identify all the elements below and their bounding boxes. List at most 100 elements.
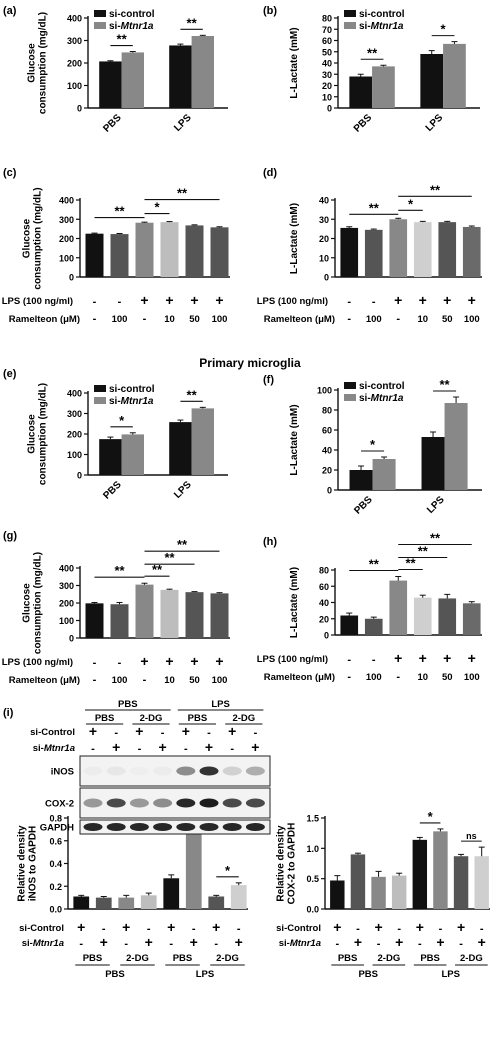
panel-i-1-subgroup-label: PBS (83, 953, 103, 964)
panel-h-ytick-label: 20 (319, 614, 329, 624)
panel-i-1-control-sign: + (122, 919, 130, 935)
wb-band (129, 823, 149, 831)
panel-i-1-mtnr1a-sign: - (124, 938, 128, 950)
panel-g-ytick-label: 200 (59, 599, 74, 609)
wb-control-sign: + (89, 723, 97, 739)
wb-band (199, 766, 219, 776)
panel-d-lps-value: - (372, 296, 376, 308)
panel-i-1-group-label: LPS (196, 969, 214, 980)
panel-g-bar (135, 584, 154, 638)
wb-subgroup-label: PBS (95, 713, 115, 724)
panel-d-sig-label: * (408, 196, 414, 211)
panel-e-bar (191, 408, 214, 475)
panel-i-2-bar (474, 856, 489, 909)
wb-group-label: LPS (211, 699, 229, 710)
panel-g-ramelteon-value: 10 (164, 675, 175, 686)
wb-band (153, 823, 173, 831)
panel-b-ytick-label: 10 (322, 92, 332, 102)
panel-f-ytick-label: 80 (322, 406, 332, 416)
panel-g-bar (160, 589, 179, 638)
panel-f-xtick-label: LPS (425, 494, 447, 516)
panel-c-bar (160, 222, 179, 277)
panel-i-2-bar (371, 876, 386, 909)
wb-mtnr1a-sign: - (91, 743, 95, 755)
wb-mtnr1a-sign: - (138, 743, 142, 755)
panel-e-bar (99, 439, 122, 475)
wb-band (245, 823, 265, 831)
panel-h-ytick-label: 60 (319, 582, 329, 592)
panel-b-legend-swatch (344, 10, 356, 17)
panel-c-ramelteon-value: 100 (112, 314, 128, 325)
panel-b-xtick-label: LPS (424, 112, 446, 134)
wb-band (106, 798, 126, 808)
panel-f-ytick-label: 100 (317, 386, 332, 396)
panel-f-ytick-label: 60 (322, 426, 332, 436)
panel-d-sig-label: ** (430, 182, 441, 197)
panel-b-ytick-label: 70 (322, 25, 332, 35)
panel-h-lps-value: + (443, 650, 451, 666)
panel-e-ylabel: consumption (mg/dL) (38, 383, 49, 485)
panel-c-ramelteon-row-label: Ramelteon (μM) (9, 314, 80, 325)
panel-c-ylabel: Glucose (22, 218, 33, 258)
panel-i-1-mtnr1a-sign: + (235, 934, 243, 950)
panel-e-sig-label: ** (187, 387, 198, 402)
panel-a-bar (169, 45, 192, 108)
panel-i-2-bar (330, 880, 345, 909)
panel-i-1-bar (95, 897, 112, 909)
panel-h-ramelteon-value: 100 (366, 672, 382, 683)
panel-e-bar (169, 422, 192, 475)
panel-h-lps-value: + (468, 650, 476, 666)
panel-b-legend-label: si-control (359, 9, 405, 20)
panel-f-bar (349, 470, 373, 490)
panel-h-sig-label: ** (418, 544, 429, 559)
panel-i-2-mtnr1a-sign: + (395, 934, 403, 950)
wb-row-label-control: si-Control (30, 727, 75, 738)
panel-i-1-control-sign: + (212, 919, 220, 935)
panel-b-ytick-label: 40 (322, 59, 332, 69)
panel-h-bar (340, 615, 359, 635)
wb-band (222, 798, 242, 808)
panel-c-ramelteon-value: - (93, 313, 97, 325)
wb-band (129, 798, 149, 808)
panel-d-ramelteon-row-label: Ramelteon (μM) (264, 314, 335, 325)
panel-c-bar (110, 234, 129, 277)
panel-c-lps-value: + (140, 292, 148, 308)
wb-mtnr1a-sign: + (112, 739, 120, 755)
wb-row-label-mtnr1a: si-Mtnr1a (33, 743, 75, 754)
panel-c-ramelteon-value: - (143, 313, 147, 325)
panel-i-1-bar (230, 885, 247, 909)
panel-i-2-subgroup-label: 2-DG (378, 953, 401, 964)
panel-c-ytick-label: 400 (59, 196, 74, 206)
panel-i-1-bar (185, 831, 202, 909)
panel-d-bar (340, 227, 359, 277)
panel-h-bar (462, 603, 481, 635)
panel-d-bar (413, 222, 432, 277)
panel-f-ylabel: L-Lactate (mM) (289, 404, 300, 475)
panel-a-ytick-label: 300 (67, 36, 82, 46)
panel-d-ytick-label: 40 (319, 196, 329, 206)
panel-i-2-mtnr1a-sign: - (335, 938, 339, 950)
panel-b-ytick-label: 0 (327, 104, 332, 114)
panel-b-sig-label: ** (367, 45, 378, 60)
wb-control-sign: - (254, 727, 258, 739)
panel-i-1-control-sign: - (147, 923, 151, 935)
panel-h-bar (389, 580, 408, 635)
panel-g-sig-label: ** (152, 562, 163, 577)
panel-d-ramelteon-value: 50 (442, 314, 453, 325)
panel-i-2-subgroup-label: PBS (338, 953, 358, 964)
panel-h-lps-value: + (394, 650, 402, 666)
panel-d-ylabel: L-Lactate (mM) (289, 203, 300, 274)
panel-c-bar (135, 222, 154, 277)
panel-i-1-mtnr1a-sign: - (79, 938, 83, 950)
wb-band-label: GAPDH (40, 823, 74, 834)
panel-e-bar (121, 434, 144, 475)
panel-h-sig-label: ** (369, 557, 380, 572)
panel-i-1-bar (118, 897, 135, 909)
panel-f-ytick-label: 40 (322, 446, 332, 456)
panel-g-sig-label: ** (164, 550, 175, 565)
panel-i-1-ylabel: Relative density (17, 825, 28, 902)
panel-i-2-control-sign: + (333, 919, 341, 935)
panel-d-lps-value: + (394, 292, 402, 308)
panel-i-1-bar (208, 896, 225, 909)
panel-f-legend-label: si-control (359, 381, 405, 392)
